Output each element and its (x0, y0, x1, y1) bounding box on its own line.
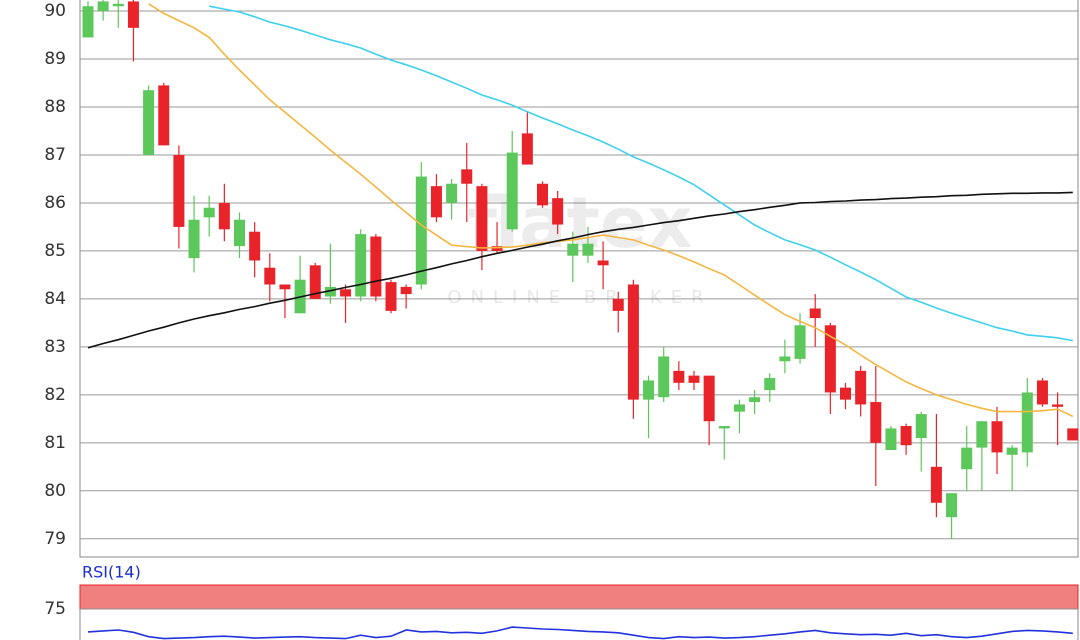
candle-body (430, 186, 442, 218)
candle-body (521, 133, 533, 165)
candle-body (158, 85, 170, 146)
candle-body (400, 286, 412, 295)
y-tick-label: 84 (44, 289, 66, 309)
y-tick-label: 85 (44, 241, 66, 261)
y-tick-label: 80 (44, 481, 66, 501)
y-tick-label: 90 (44, 1, 66, 21)
candle-body (749, 397, 761, 403)
candle-body (658, 356, 670, 398)
candle-body (930, 466, 942, 503)
plot-area (79, 0, 1079, 558)
candle-body (855, 370, 867, 405)
price-panel: 79 80 81 82 83 84 85 86 87 88 89 90 flatex ONLINE BRO… (44, 0, 1079, 558)
candle-body (234, 219, 245, 247)
candle-body (733, 404, 745, 412)
candle-body (143, 90, 155, 155)
candle-body (279, 284, 291, 290)
y-tick-label: 81 (44, 433, 66, 453)
candle-body (946, 493, 958, 518)
candle-body (915, 414, 927, 439)
candle-body (612, 298, 624, 311)
y-tick-label: 83 (44, 337, 66, 357)
candle-body (597, 260, 609, 266)
indicator-line (87, 626, 1073, 640)
candle-body (840, 387, 851, 400)
y-tick-label: 89 (44, 49, 66, 69)
candle-body (976, 421, 988, 448)
candle-body (673, 370, 685, 383)
panel-title: RSI(14) (82, 563, 141, 582)
watermark-tagline: ONLINE BROKER (447, 287, 712, 308)
candle-body (173, 154, 185, 227)
candle-body (446, 183, 458, 203)
candle-body (385, 282, 397, 311)
indicator-line (87, 191, 1073, 349)
candle-body (688, 375, 700, 383)
candle-body (355, 234, 367, 297)
candle-body (1052, 404, 1064, 407)
candle-body (218, 202, 230, 230)
candle-body (309, 265, 321, 299)
candle-body (249, 231, 261, 261)
candle-body (82, 6, 94, 38)
watermark: flatex (467, 182, 692, 264)
candle-body (1021, 392, 1033, 453)
candle-body (1036, 380, 1048, 405)
y-tick-label: 79 (44, 529, 66, 549)
y-tick-label: 87 (44, 145, 66, 165)
candle-body (127, 1, 139, 28)
overbought-band (79, 584, 1079, 610)
candle-body (506, 152, 518, 230)
candle-body (703, 375, 715, 422)
candle-body (764, 378, 776, 391)
candle-body (476, 186, 488, 251)
y-tick-label: 86 (44, 193, 66, 213)
indicator-line (148, 3, 1074, 418)
candle-body (1006, 447, 1018, 455)
candle-body (415, 176, 427, 285)
candle-body (627, 284, 639, 400)
candle-body (264, 267, 276, 285)
candle-body (900, 426, 912, 446)
candle-body (567, 243, 579, 256)
candle-body (870, 402, 882, 443)
candle-body (461, 169, 473, 184)
candle-body (809, 308, 821, 319)
candle-body (643, 380, 655, 400)
candle-body (112, 3, 124, 7)
candle-body (188, 219, 200, 259)
candle-body (537, 183, 548, 206)
y-tick-label: 82 (44, 385, 66, 405)
rsi-panel: RSI(14) 75 (44, 563, 1079, 640)
candle-body (370, 236, 382, 297)
candle-body (824, 325, 836, 393)
candle-body (552, 198, 564, 225)
candle-body (1067, 428, 1079, 441)
candle-body (340, 289, 352, 297)
candle-body (885, 428, 897, 451)
candle-body (203, 207, 215, 218)
candle-body (718, 426, 730, 429)
y-tick-label: 75 (44, 599, 66, 619)
candle-body (794, 325, 806, 359)
candle-body (582, 243, 594, 256)
y-tick-label: 88 (44, 97, 66, 117)
candle-body (324, 286, 336, 297)
candle-body (961, 447, 973, 470)
candle-body (97, 1, 109, 12)
candle-body (779, 356, 791, 362)
candle-body (491, 246, 503, 251)
indicator-line (209, 5, 1073, 342)
candle-body (991, 421, 1003, 453)
